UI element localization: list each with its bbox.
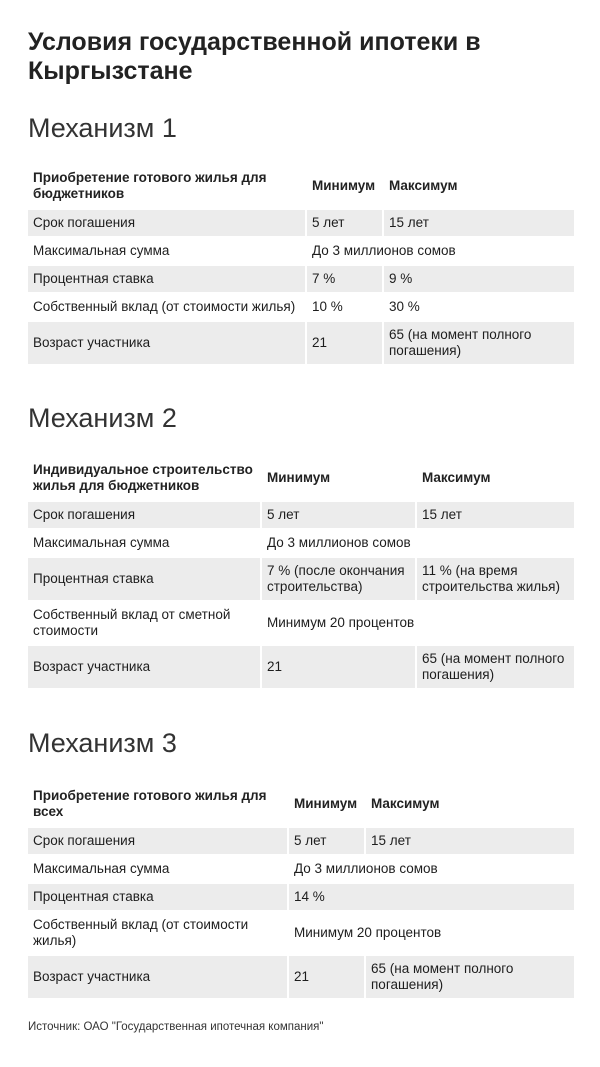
- table-row: Процентная ставка 7 % (после окончания ст…: [28, 558, 574, 600]
- table-cell: До 3 миллионов сомов: [312, 243, 456, 258]
- table-cell: До 3 миллионов сомов: [267, 535, 411, 550]
- row-label: Собственный вклад (от стоимости жилья): [33, 299, 296, 314]
- table-row: Возраст участника 21 65 (на момент полного…: [28, 646, 574, 688]
- table-cell: 21: [262, 646, 415, 688]
- table-row: Срок погашения 5 лет 15 лет: [28, 502, 574, 528]
- table-cell: Минимум 20 процентов: [267, 615, 415, 630]
- conditions-table: Приобретение готового жилья для всех Мини…: [26, 780, 576, 1000]
- table-cell: 30 %: [389, 299, 420, 314]
- section-heading: Механизм 3: [28, 728, 177, 758]
- table-header-row: Индивидуальное строительство жилья для б…: [28, 456, 574, 500]
- table-cell: 15 лет: [384, 210, 574, 236]
- table-row: Процентная ставка 14 %: [28, 884, 574, 910]
- table-cell: До 3 миллионов сомов: [294, 861, 438, 876]
- table-cell: 15 лет: [366, 828, 574, 854]
- row-label: Срок погашения: [28, 828, 287, 854]
- column-header: Максимум: [371, 796, 440, 811]
- table-cell: 7 %: [307, 266, 382, 292]
- row-label: Процентная ставка: [28, 266, 305, 292]
- section-heading: Механизм 2: [28, 403, 177, 433]
- table-cell: 5 лет: [307, 210, 382, 236]
- table-cell: 5 лет: [289, 828, 364, 854]
- row-label: Процентная ставка: [28, 884, 287, 910]
- table-header-row: Приобретение готового жилья для бюджетни…: [28, 164, 574, 208]
- row-label: Возраст участника: [28, 646, 260, 688]
- page-title: Условия государственной ипотеки в Кыргыз…: [28, 28, 481, 85]
- table-cell: 11 % (на время строительства жилья): [417, 558, 574, 600]
- mechanism-3-section: Механизм 3 Приобретение готового жилья дл…: [28, 728, 574, 1000]
- row-label: Возраст участника: [28, 956, 287, 998]
- table-cell: 65 (на момент полного погашения): [366, 956, 574, 998]
- table-cell: 9 %: [384, 266, 574, 292]
- source-note: Источник: ОАО "Государственная ипотечная…: [28, 1021, 324, 1033]
- row-label: Максимальная сумма: [33, 243, 170, 258]
- conditions-table: Индивидуальное строительство жилья для б…: [26, 454, 576, 690]
- table-row: Срок погашения 5 лет 15 лет: [28, 210, 574, 236]
- table-row: Максимальная сумма До 3 миллионов сомов: [28, 530, 574, 556]
- row-label: Срок погашения: [28, 502, 260, 528]
- column-header: Приобретение готового жилья для бюджетни…: [33, 170, 267, 201]
- table-row: Максимальная сумма До 3 миллионов сомов: [28, 238, 574, 264]
- row-label: Срок погашения: [28, 210, 305, 236]
- section-heading: Механизм 1: [28, 113, 177, 143]
- table-cell: 7 % (после окончания строительства): [262, 558, 415, 600]
- row-label: Собственный вклад от сметной стоимости: [33, 607, 231, 638]
- mechanism-1-section: Механизм 1 Приобретение готового жилья дл…: [28, 113, 574, 366]
- table-row: Срок погашения 5 лет 15 лет: [28, 828, 574, 854]
- table-cell: 14 %: [289, 884, 574, 910]
- table-row: Процентная ставка 7 % 9 %: [28, 266, 574, 292]
- table-row: Возраст участника 21 65 (на момент полного…: [28, 956, 574, 998]
- table-cell: 21: [289, 956, 364, 998]
- column-header: Максимум: [422, 470, 491, 485]
- table-cell: 5 лет: [262, 502, 415, 528]
- table-cell: 21: [307, 322, 382, 364]
- table-cell: Минимум 20 процентов: [294, 925, 442, 940]
- table-cell: 65 (на момент полного погашения): [417, 646, 574, 688]
- table-row: Собственный вклад (от стоимости жилья) 10…: [28, 294, 574, 320]
- row-label: Максимальная сумма: [33, 535, 170, 550]
- row-label: Процентная ставка: [28, 558, 260, 600]
- conditions-table: Приобретение готового жилья для бюджетни…: [26, 162, 576, 366]
- mechanism-2-section: Механизм 2 Индивидуальное строительство ж…: [28, 403, 574, 690]
- column-header: Индивидуальное строительство жилья для б…: [33, 462, 253, 493]
- column-header: Минимум: [267, 470, 331, 485]
- column-header: Минимум: [294, 796, 358, 811]
- row-label: Максимальная сумма: [33, 861, 170, 876]
- table-row: Возраст участника 21 65 (на момент полного…: [28, 322, 574, 364]
- table-cell: 15 лет: [417, 502, 574, 528]
- column-header: Приобретение готового жилья для всех: [33, 788, 267, 819]
- table-header-row: Приобретение готового жилья для всех Мини…: [28, 782, 574, 826]
- row-label: Собственный вклад (от стоимости жилья): [33, 917, 249, 948]
- table-cell: 65 (на момент полного погашения): [384, 322, 574, 364]
- row-label: Возраст участника: [28, 322, 305, 364]
- table-row: Максимальная сумма До 3 миллионов сомов: [28, 856, 574, 882]
- table-cell: 10 %: [312, 299, 343, 314]
- table-row: Собственный вклад (от стоимости жилья) Ми…: [28, 912, 574, 954]
- column-header: Максимум: [389, 178, 458, 193]
- column-header: Минимум: [312, 178, 376, 193]
- table-row: Собственный вклад от сметной стоимости Ми…: [28, 602, 574, 644]
